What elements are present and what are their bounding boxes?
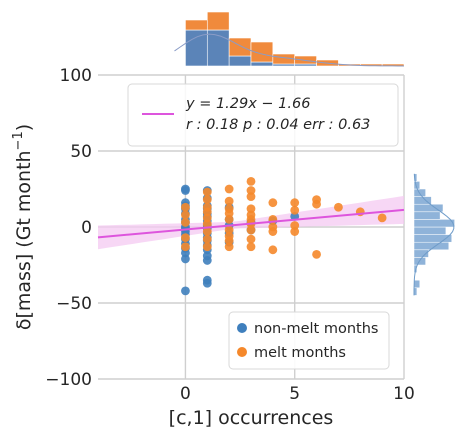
x-axis-label: [c,1] occurrences [169, 407, 334, 429]
equation-line-2: r : 0.18 p : 0.04 err : 0.63 [186, 117, 370, 133]
y-tick-label: −100 [45, 370, 92, 390]
y-axis-label: δ[mass] (Gt month−1) [11, 124, 35, 330]
x-hist-bar-non-melt [228, 55, 252, 67]
equation-line-1: y = 1.29x − 1.66 [185, 96, 310, 112]
point-melt [224, 196, 234, 206]
point-melt [246, 225, 256, 235]
point-melt [202, 195, 212, 205]
point-non-melt [202, 256, 212, 265]
legend-marker-non-melt [237, 323, 247, 333]
point-melt [224, 208, 234, 218]
legend: non-melt months melt months [228, 311, 390, 370]
point-melt [334, 202, 343, 212]
point-melt [181, 202, 190, 212]
point-melt [224, 215, 234, 224]
x-hist-bar-non-melt [272, 63, 296, 67]
point-melt [181, 218, 190, 227]
point-non-melt [181, 248, 190, 258]
point-melt [224, 184, 234, 194]
y-hist-bar [413, 211, 441, 220]
x-hist-bar-non-melt [294, 63, 317, 67]
y-marginal-histogram [413, 173, 455, 296]
point-melt [268, 198, 278, 208]
point-melt [246, 177, 256, 186]
y-hist-bar [413, 219, 455, 228]
x-hist-bar-melt [206, 11, 230, 31]
x-tick-label: 10 [393, 384, 415, 404]
legend-marker-melt [237, 347, 247, 357]
point-melt [224, 242, 234, 252]
point-melt [202, 213, 212, 223]
tick-labels: 0 5 10 −100 −50 0 50 100 [45, 66, 415, 404]
y-hist-bar [413, 279, 421, 289]
scatter-points [181, 177, 387, 296]
x-hist-bar-melt [228, 37, 252, 57]
point-melt [312, 249, 321, 259]
point-melt [290, 198, 300, 208]
point-melt [312, 199, 321, 209]
point-melt [377, 213, 387, 223]
y-tick-label: −50 [56, 294, 92, 314]
point-melt [268, 227, 278, 236]
point-melt [202, 207, 212, 217]
y-tick-label: 0 [81, 218, 92, 238]
point-non-melt [202, 278, 212, 288]
point-melt [246, 234, 256, 244]
legend-label-non-melt: non-melt months [254, 321, 378, 337]
legend-frame [228, 311, 390, 370]
legend-label-melt: melt months [254, 345, 346, 361]
point-non-melt [181, 286, 190, 296]
fit-line [97, 208, 405, 239]
point-melt [246, 242, 256, 252]
y-marginal-kde [413, 173, 455, 296]
point-melt [246, 186, 256, 195]
y-tick-label: 50 [70, 142, 92, 162]
point-melt [181, 242, 190, 252]
x-tick-label: 5 [289, 384, 300, 404]
point-melt [224, 236, 234, 246]
x-hist-bar-non-melt [250, 61, 274, 67]
point-melt [181, 210, 190, 220]
equation-box-frame [127, 83, 399, 147]
x-hist-bar-melt [185, 19, 208, 31]
point-melt [202, 187, 212, 197]
regression-line [97, 208, 405, 239]
point-melt [268, 245, 278, 255]
x-tick-label: 0 [180, 384, 191, 404]
point-melt [202, 227, 212, 236]
point-melt [246, 204, 256, 214]
point-non-melt [181, 254, 190, 264]
x-hist-bar-non-melt [185, 29, 208, 67]
y-tick-label: 100 [60, 66, 92, 86]
y-axis-label-close: ) [13, 124, 35, 131]
point-melt [202, 234, 212, 244]
equation-box: y = 1.29x − 1.66 r : 0.18 p : 0.04 err :… [127, 83, 399, 147]
point-melt [290, 205, 300, 215]
point-melt [224, 225, 234, 235]
point-melt [290, 221, 300, 230]
x-marginal-kde [174, 33, 404, 67]
point-melt [290, 227, 300, 236]
y-axis-label-sup: −1 [11, 131, 26, 150]
point-melt [202, 242, 212, 252]
y-axis-label-main: δ[mass] (Gt month [13, 150, 35, 330]
y-hist-bar [413, 226, 447, 235]
point-melt [246, 192, 256, 202]
point-melt [202, 219, 212, 229]
point-non-melt [181, 186, 190, 195]
x-hist-bar-melt [250, 41, 274, 63]
x-marginal-histogram [174, 11, 405, 67]
point-melt [181, 233, 190, 243]
